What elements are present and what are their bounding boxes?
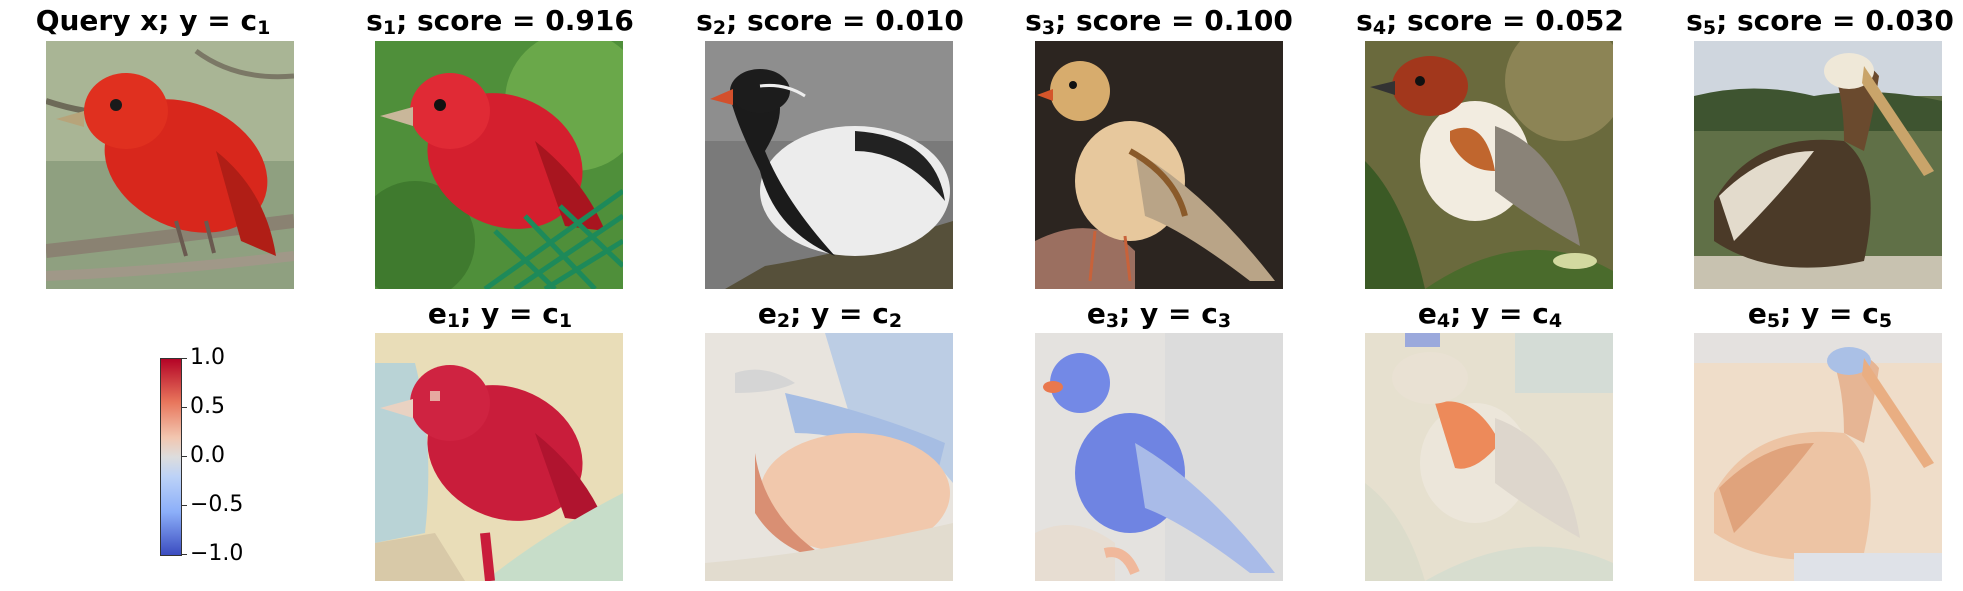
explanation-title-1: e1; y = c1 bbox=[427, 297, 573, 332]
colorbar-tick-label: 0.0 bbox=[190, 443, 225, 468]
colorbar-tick-label: 1.0 bbox=[190, 345, 225, 370]
explanation-title-3: e3; y = c3 bbox=[1086, 297, 1232, 332]
colorbar-tick bbox=[181, 358, 187, 359]
support-image-4 bbox=[1365, 41, 1613, 289]
query-title: Query x; y = c1 bbox=[35, 4, 271, 39]
support-image-2 bbox=[705, 41, 953, 289]
colorbar-tick bbox=[181, 456, 187, 457]
explanation-title-4: e4; y = c4 bbox=[1417, 297, 1563, 332]
query-bird-image bbox=[46, 41, 294, 289]
colorbar-tick-label: −1.0 bbox=[190, 541, 244, 566]
colorbar bbox=[160, 358, 182, 556]
support-image-3 bbox=[1035, 41, 1283, 289]
support-title-1: s1; score = 0.916 bbox=[366, 4, 634, 39]
colorbar-tick bbox=[181, 407, 187, 408]
support-image-1 bbox=[375, 41, 623, 289]
support-title-4: s4; score = 0.052 bbox=[1356, 4, 1624, 39]
colorbar-tick bbox=[181, 505, 187, 506]
support-title-2: s2; score = 0.010 bbox=[696, 4, 964, 39]
colorbar-tick-label: 0.5 bbox=[190, 394, 225, 419]
explanation-title-5: e5; y = c5 bbox=[1747, 297, 1893, 332]
support-title-5: s5; score = 0.030 bbox=[1686, 4, 1954, 39]
explanation-map-4 bbox=[1365, 333, 1613, 581]
explanation-map-5 bbox=[1694, 333, 1942, 581]
explanation-map-3 bbox=[1035, 333, 1283, 581]
colorbar-tick-label: −0.5 bbox=[190, 492, 244, 517]
support-image-5 bbox=[1694, 41, 1942, 289]
colorbar-tick bbox=[181, 554, 187, 555]
support-title-3: s3; score = 0.100 bbox=[1025, 4, 1293, 39]
explanation-map-2 bbox=[705, 333, 953, 581]
explanation-title-2: e2; y = c2 bbox=[757, 297, 903, 332]
explanation-map-1 bbox=[375, 333, 623, 581]
